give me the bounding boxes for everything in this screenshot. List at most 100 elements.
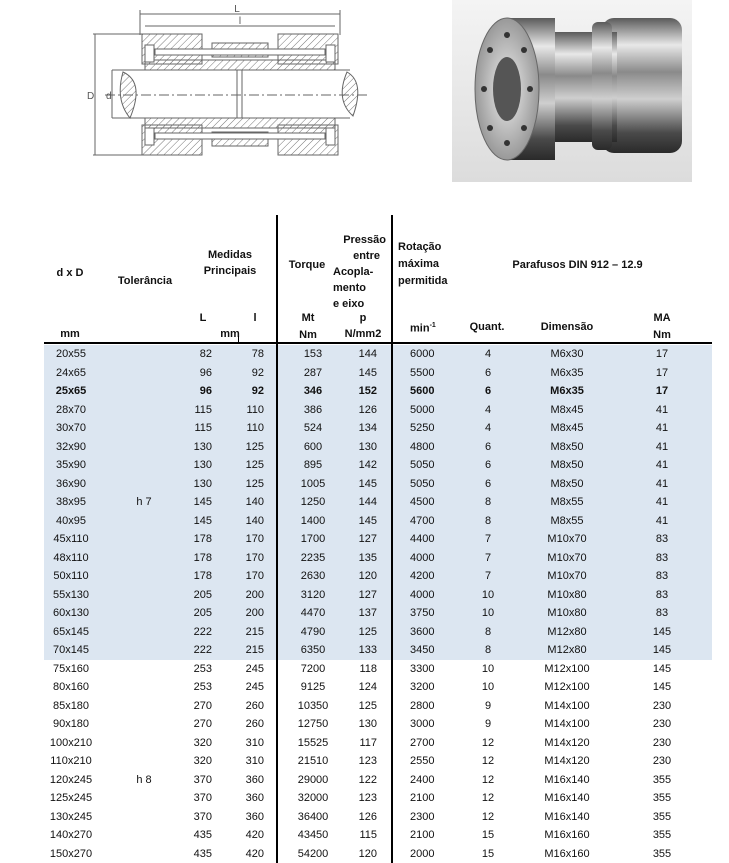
cell-rotacao: 5050 bbox=[410, 477, 435, 490]
cell-pressao: 127 bbox=[358, 588, 377, 601]
cell-dxd: 55x130 bbox=[52, 588, 90, 601]
unit-min-exponent: -1 bbox=[429, 322, 436, 329]
cell-quant: 8 bbox=[484, 514, 492, 527]
header-parafusos: Parafusos DIN 912 – 12.9 bbox=[512, 259, 643, 271]
cell-L: 253 bbox=[193, 662, 212, 675]
unit-L: L bbox=[199, 312, 207, 324]
unit-dimensao: Dimensão bbox=[540, 321, 594, 333]
table-row: 32x90 130 125 600 130 4800 6 M8x50 41 bbox=[44, 437, 712, 456]
cell-dxd: 25x65 bbox=[55, 385, 87, 397]
cell-pressao: 126 bbox=[358, 403, 377, 416]
table-row: 110x210 320 310 21510 123 2550 12 M14x120 230 bbox=[44, 752, 712, 771]
cell-quant: 10 bbox=[481, 662, 495, 675]
cell-dimensao: M10x70 bbox=[547, 551, 587, 564]
cell-l: 260 bbox=[245, 699, 264, 712]
cell-rotacao: 3750 bbox=[410, 607, 435, 619]
cell-ma: 41 bbox=[655, 440, 669, 453]
cell-quant: 7 bbox=[484, 533, 492, 545]
cell-L: 222 bbox=[193, 644, 212, 656]
cell-dimensao: M6x30 bbox=[550, 348, 584, 360]
cell-rotacao: 2700 bbox=[410, 736, 435, 749]
cell-quant: 6 bbox=[484, 477, 492, 490]
cell-dxd: 38x95 bbox=[56, 496, 86, 508]
cell-ma: 83 bbox=[655, 588, 669, 601]
cell-torque: 1005 bbox=[300, 477, 326, 490]
cell-ma: 41 bbox=[655, 496, 669, 508]
unit-min-text: min bbox=[410, 322, 430, 335]
cell-quant: 9 bbox=[484, 718, 492, 730]
cell-torque: 43450 bbox=[297, 829, 329, 841]
cell-dimensao: M16x160 bbox=[544, 829, 590, 841]
cell-torque: 4790 bbox=[300, 625, 326, 638]
cell-torque: 54200 bbox=[297, 847, 329, 860]
coupling-photo bbox=[452, 0, 692, 182]
cell-pressao: 123 bbox=[358, 792, 377, 804]
table-row: 24x65 96 92 287 145 5500 6 M6x35 17 bbox=[44, 363, 712, 382]
cell-l: 245 bbox=[245, 681, 264, 693]
header-pressao-4: mento bbox=[333, 282, 366, 294]
cell-quant: 6 bbox=[484, 366, 492, 379]
cell-dxd: 140x270 bbox=[49, 829, 93, 841]
coupling-technical-drawing: L l D d bbox=[87, 4, 370, 156]
header-rotacao-2: máxima bbox=[398, 258, 439, 270]
cell-l: 170 bbox=[245, 570, 264, 582]
cell-dxd: 75x160 bbox=[52, 662, 90, 675]
cell-dxd: 20x55 bbox=[56, 348, 86, 360]
cell-ma: 17 bbox=[655, 385, 669, 397]
cell-rotacao: 3000 bbox=[410, 718, 435, 730]
cell-pressao: 117 bbox=[359, 736, 377, 749]
table-row: 90x180 270 260 12750 130 3000 9 M14x100 230 bbox=[44, 715, 712, 734]
header-medidas-1: Medidas bbox=[207, 249, 252, 261]
cell-dimensao: M6x35 bbox=[550, 385, 584, 397]
cell-dxd: 125x245 bbox=[49, 792, 93, 804]
cell-rotacao: 3450 bbox=[410, 644, 435, 656]
header-pressao-5: e eixo bbox=[333, 298, 365, 310]
cell-tolerancia: h 8 bbox=[136, 773, 152, 786]
unit-p-nmm2: N/mm2 bbox=[344, 328, 382, 340]
cell-l: 200 bbox=[245, 607, 264, 619]
cell-torque: 1250 bbox=[300, 496, 326, 508]
cell-rotacao: 5000 bbox=[410, 403, 435, 416]
cell-rotacao: 2100 bbox=[410, 792, 435, 804]
unit-medidas-mm: mm bbox=[220, 328, 240, 340]
cell-rotacao: 4800 bbox=[410, 440, 435, 453]
unit-min: min-1 bbox=[410, 318, 436, 337]
cell-rotacao: 6000 bbox=[410, 348, 435, 360]
cell-L: 130 bbox=[193, 440, 212, 453]
cell-l: 125 bbox=[245, 440, 264, 453]
cell-torque: 153 bbox=[303, 348, 323, 360]
header-torque: Torque bbox=[288, 259, 326, 271]
unit-Mt: Mt bbox=[301, 312, 315, 324]
drawing-label-D: D bbox=[87, 91, 94, 102]
cell-torque: 600 bbox=[303, 440, 323, 453]
header-rotacao-1: Rotação bbox=[398, 241, 442, 253]
cell-rotacao: 4700 bbox=[410, 514, 435, 527]
cell-L: 178 bbox=[193, 570, 212, 582]
cell-L: 320 bbox=[193, 755, 212, 767]
cell-dimensao: M8x50 bbox=[550, 440, 584, 453]
table-row: 60x130 205 200 4470 137 3750 10 M10x80 83 bbox=[44, 604, 712, 623]
table-row: 28x70 115 110 386 126 5000 4 M8x45 41 bbox=[44, 400, 712, 419]
drawing-label-L: L bbox=[234, 4, 240, 15]
cell-torque: 1400 bbox=[300, 514, 326, 527]
cell-rotacao: 5600 bbox=[410, 385, 435, 397]
table-row: 50x110 178 170 2630 120 4200 7 M10x70 83 bbox=[44, 567, 712, 586]
cell-quant: 4 bbox=[484, 348, 492, 360]
cell-torque: 21510 bbox=[297, 755, 329, 767]
cell-rotacao: 2000 bbox=[410, 847, 435, 860]
cell-dxd: 30x70 bbox=[56, 422, 86, 434]
header-rotacao-3: permitida bbox=[398, 275, 448, 287]
cell-quant: 10 bbox=[481, 588, 495, 601]
cell-quant: 12 bbox=[481, 736, 495, 749]
cell-dimensao: M14x120 bbox=[544, 736, 590, 749]
cell-rotacao: 2100 bbox=[410, 829, 435, 841]
cell-L: 145 bbox=[193, 496, 212, 508]
cell-ma: 17 bbox=[655, 366, 669, 379]
cell-l: 110 bbox=[246, 403, 264, 416]
cell-quant: 8 bbox=[484, 644, 492, 656]
cell-dxd: 28x70 bbox=[56, 403, 86, 416]
cell-quant: 10 bbox=[481, 681, 495, 693]
cell-l: 360 bbox=[245, 792, 264, 804]
cell-L: 270 bbox=[193, 699, 212, 712]
cell-dimensao: M16x160 bbox=[544, 847, 590, 860]
